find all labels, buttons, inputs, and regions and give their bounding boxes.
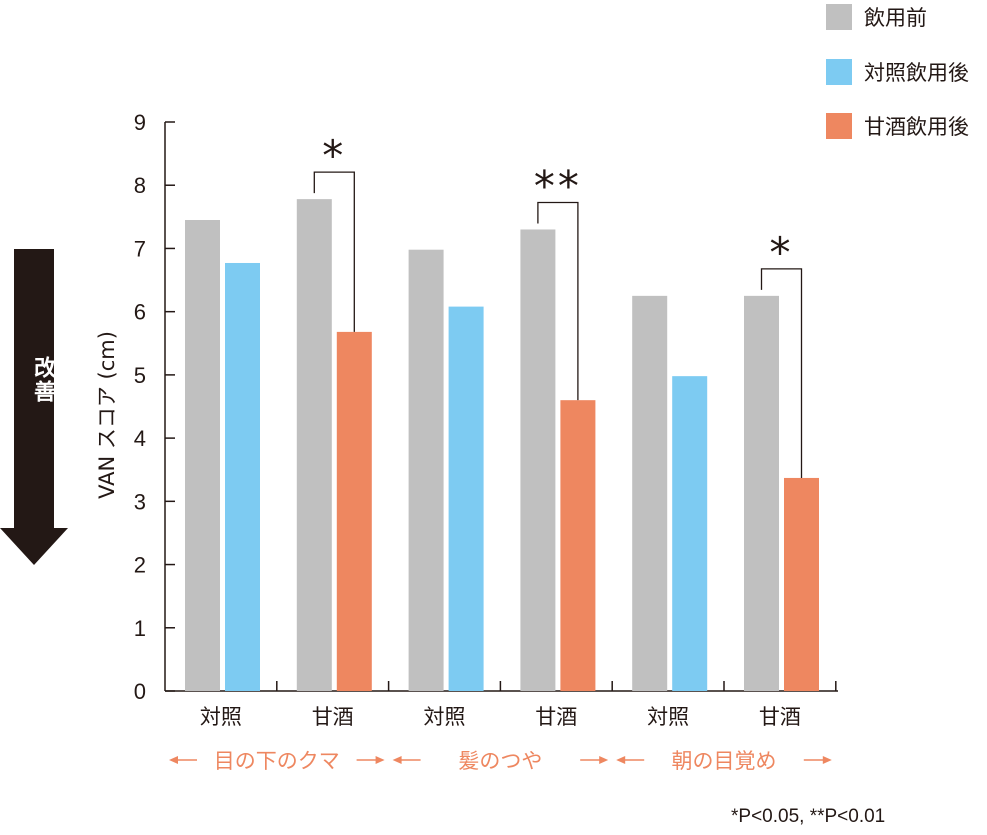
group-label: 髪のつや [458,749,542,773]
y-tick-label: 0 [134,679,146,704]
legend-label-control-after: 対照飲用後 [864,61,969,85]
bar-amazake-after [336,331,372,691]
group-arrowhead-right [599,756,609,764]
x-category-label: 甘酒 [312,705,354,729]
bar-before [744,295,779,691]
legend-item-control-after: 対照飲用後 [826,59,969,85]
bar-before [632,295,668,691]
group-arrowhead-left [169,756,178,764]
improvement-label: 改善 [30,356,55,404]
bar-amazake-after [560,400,596,691]
legend-item-amazake-after: 甘酒飲用後 [826,113,969,139]
group-arrowhead-right [375,756,385,764]
x-category-label: 対照 [647,705,689,729]
group-arrowhead-left [616,756,626,764]
significance-bracket [760,268,803,478]
y-tick-label: 1 [134,616,146,641]
significance-marker: ** [534,161,582,210]
legend-item-before: 飲用前 [826,4,927,30]
significance-footnote: *P<0.05, **P<0.01 [731,806,886,827]
y-tick-label: 7 [134,236,146,261]
significance-marker: * [322,131,346,180]
significance-marker: * [770,228,794,277]
y-tick-label: 3 [134,489,146,514]
bar-before [185,219,220,691]
legend-swatch-amazake-after [826,113,852,139]
x-category-label: 対照 [424,705,466,729]
y-tick-label: 9 [134,110,146,135]
bar-before [520,229,556,691]
group-label: 目の下のクマ [214,749,340,773]
legend-label-amazake-after: 甘酒飲用後 [864,115,969,139]
group-label: 朝の目覚め [672,749,777,773]
significance-bracket [537,201,579,401]
improvement-arrow [0,249,68,565]
y-tick-label: 8 [134,173,146,198]
bar-amazake-after [784,477,819,691]
significance-bracket [313,171,355,332]
group-arrowhead-left [392,756,402,764]
y-tick-label: 4 [134,426,146,451]
y-tick-label: 6 [134,300,146,325]
bar-before [408,249,444,691]
bar-before [296,199,332,691]
x-category-label: 対照 [200,705,242,729]
bar-control-after [672,376,708,691]
y-tick-label: 5 [134,363,146,388]
bar-control-after [448,306,484,691]
x-category-label: 甘酒 [759,705,801,729]
legend-swatch-before [826,4,852,30]
bar-control-after [225,262,260,691]
group-arrowhead-right [822,756,832,764]
x-category-label: 甘酒 [535,705,577,729]
y-tick-label: 2 [134,553,146,578]
legend-swatch-control-after [826,59,852,85]
legend-label-before: 飲用前 [864,6,927,30]
y-axis-label: VAN スコア (cm) [95,331,119,499]
